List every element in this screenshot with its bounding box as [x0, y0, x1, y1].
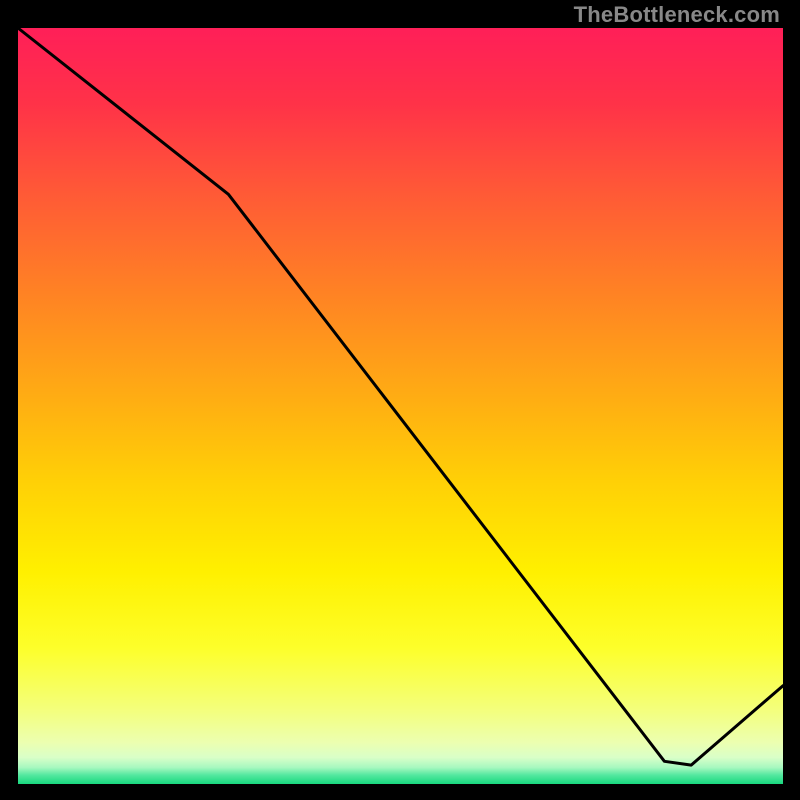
- bottleneck-chart: TheBottleneck.com: [0, 0, 800, 800]
- chart-svg: [0, 0, 800, 800]
- plot-gradient-background: [18, 28, 783, 784]
- watermark-text: TheBottleneck.com: [574, 2, 780, 28]
